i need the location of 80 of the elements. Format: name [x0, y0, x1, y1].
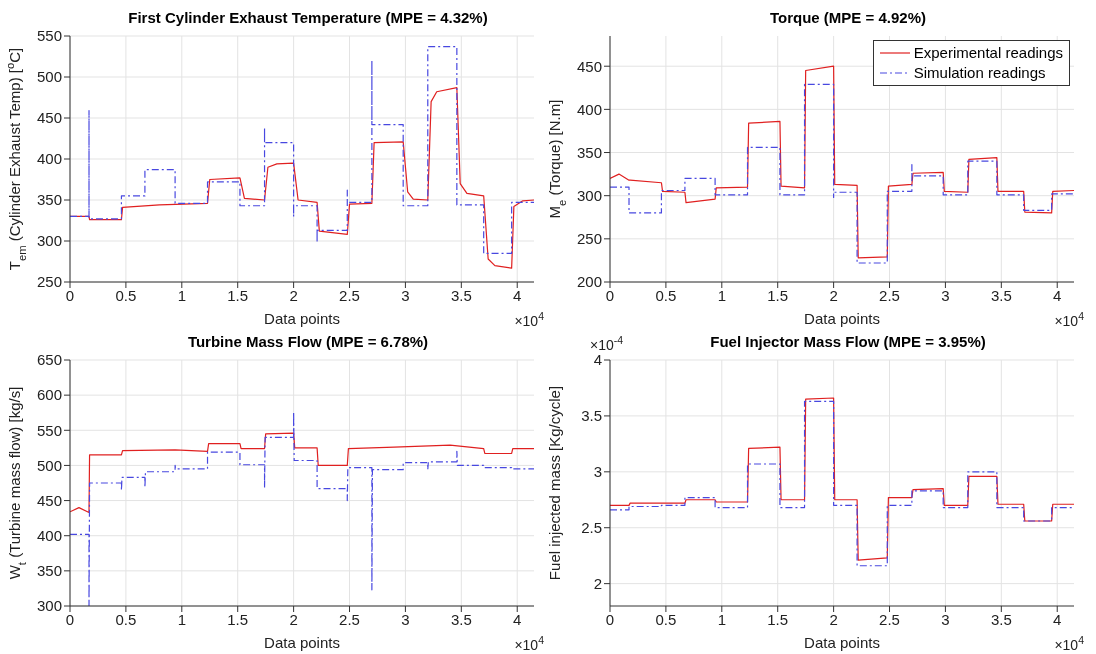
x-tick-label: 3.5	[990, 610, 1012, 628]
x-tick-label: 3	[941, 286, 950, 304]
y-tick-label: 500	[36, 456, 62, 474]
x-axis-title: Data points	[804, 634, 880, 651]
y-tick-label: 500	[36, 68, 62, 86]
x-tick-label: 1	[177, 286, 186, 304]
y-tick-label: 350	[576, 143, 602, 161]
x-axis-title: Data points	[264, 310, 340, 327]
y-tick-label: 450	[36, 109, 62, 127]
y-axis-title: Fuel injected mass [Kg/cycle]	[546, 385, 563, 581]
y-tick-label: 300	[36, 597, 62, 615]
y-tick-label: 3.5	[581, 407, 602, 425]
y-tick-label: 300	[576, 187, 602, 205]
x-tick-label: 1.5	[227, 286, 249, 304]
x-tick-label: 3	[401, 610, 410, 628]
x-axis-title: Data points	[804, 310, 880, 327]
x-tick-label: 3	[401, 286, 410, 304]
y-tick-label: 550	[36, 421, 62, 439]
legend-label: Simulation readings	[913, 63, 1046, 83]
y-tick-label: 4	[593, 351, 602, 369]
y-tick-label: 300	[36, 232, 62, 250]
x-tick-label: 0.5	[655, 610, 677, 628]
x-tick-label: 2.5	[339, 286, 360, 304]
x-tick-label: 2.5	[339, 610, 360, 628]
x-tick-label: 0.5	[655, 286, 677, 304]
y-tick-label: 200	[576, 273, 602, 291]
line-series	[70, 46, 534, 254]
text: ×10$^{-4}$	[590, 334, 624, 353]
x-tick-label: 0	[605, 286, 615, 304]
x-tick-label: 0	[65, 286, 75, 304]
x-tick-label: 4	[1053, 610, 1062, 628]
x-tick-label: 2	[829, 610, 838, 628]
x-tick-label: 0.5	[115, 610, 137, 628]
y-tick-label: 550	[36, 27, 62, 45]
x-tick-label: 2.5	[879, 286, 900, 304]
x-tick-label: 0	[65, 610, 75, 628]
y-tick-label: 350	[36, 191, 62, 209]
x-tick-label: 2.5	[879, 610, 900, 628]
y-tick-label: 400	[36, 150, 62, 168]
line-series	[70, 432, 534, 514]
x-tick-label: 1	[177, 610, 186, 628]
x-tick-label: 0	[605, 610, 615, 628]
x-tick-label: 2	[829, 286, 838, 304]
x-tick-label: 4	[513, 286, 522, 304]
x-tick-label: 2	[289, 610, 298, 628]
x-tick-label: 4	[513, 610, 522, 628]
y-tick-label: 250	[36, 273, 62, 291]
y-tick-label: 400	[36, 527, 62, 545]
y-tick-label: 350	[36, 562, 62, 580]
text: ×10$^{4}$	[514, 634, 545, 653]
y-tick-label: 650	[36, 351, 62, 369]
y-tick-label: 450	[576, 57, 602, 75]
y-tick-label: 600	[36, 386, 62, 404]
y-tick-label: 2	[593, 574, 602, 592]
chart-title: First Cylinder Exhaust Temperature (MPE = 4.32%)	[127, 8, 489, 28]
x-tick-label: 3	[941, 610, 950, 628]
x-tick-label: 1.5	[767, 610, 789, 628]
x-tick-label: 3.5	[990, 286, 1012, 304]
chart-title: Torque (MPE = 4.92%)	[769, 8, 927, 28]
text: ×10$^{4}$	[1054, 310, 1085, 329]
x-tick-label: 1.5	[227, 610, 249, 628]
x-axis-title: Data points	[264, 634, 340, 651]
x-tick-label: 3.5	[450, 610, 472, 628]
y-tick-label: 250	[576, 230, 602, 248]
y-tick-label: 3	[593, 463, 602, 481]
legend-label: Experimental readings	[913, 43, 1063, 63]
y-tick-label: 2.5	[581, 519, 602, 537]
y-tick-label: 450	[36, 491, 62, 509]
x-tick-label: 0.5	[115, 286, 137, 304]
chart-title: Turbine Mass Flow (MPE = 6.78%)	[186, 332, 430, 352]
text: ×10$^{4}$	[1054, 634, 1085, 653]
y-tick-label: 400	[576, 100, 602, 118]
x-tick-label: 2	[289, 286, 298, 304]
x-tick-label: 1	[717, 286, 726, 304]
text: ×10$^{4}$	[514, 310, 545, 329]
x-tick-label: 1.5	[767, 286, 789, 304]
x-tick-label: 1	[717, 610, 726, 628]
chart-title: Fuel Injector Mass Flow (MPE = 3.95%)	[710, 333, 986, 350]
x-tick-label: 4	[1053, 286, 1062, 304]
x-tick-label: 3.5	[450, 286, 472, 304]
